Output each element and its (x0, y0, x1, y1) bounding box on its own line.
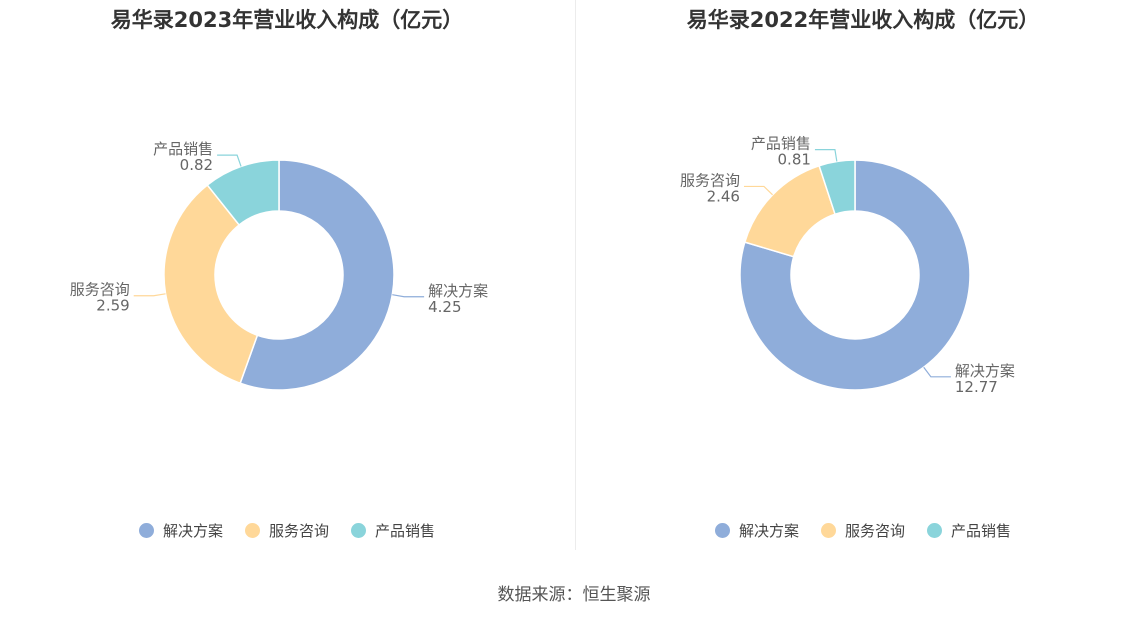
label-leader-line (217, 154, 242, 167)
slice-label-name: 解决方案 (428, 282, 488, 300)
slice-label-value: 12.77 (955, 378, 998, 396)
legend-swatch (714, 523, 730, 538)
legend-item-product-sales[interactable]: 产品销售 (351, 520, 435, 541)
chart-title: 易华录2022年营业收入构成（亿元） (686, 8, 1040, 32)
label-leader-line (392, 294, 425, 298)
legend-item-consulting[interactable]: 服务咨询 (820, 520, 905, 541)
legend-item-solution[interactable]: 解决方案 (138, 520, 223, 541)
chart-title: 易华录2023年营业收入构成（亿元） (110, 8, 464, 32)
legend-item-product-sales[interactable]: 产品销售 (927, 520, 1011, 541)
pie-slice-consulting[interactable] (163, 183, 259, 385)
slice-label-name: 服务咨询 (70, 281, 130, 299)
label-leader-line (814, 148, 838, 162)
legend-swatch (820, 523, 836, 538)
label-leader-line (133, 293, 166, 297)
legend: 解决方案 服务咨询 产品销售 (576, 520, 1148, 541)
slice-label-name: 产品销售 (751, 135, 811, 153)
slice-label-value: 2.59 (96, 297, 129, 315)
chart-panel-2022: 易华录2022年营业收入构成（亿元） 解决方案 12.77 服务咨询 2.46 产品销售… (576, 0, 1148, 560)
pie-slice-solution[interactable] (239, 159, 395, 391)
legend-swatch (138, 523, 154, 538)
chart-panel-2023: 易华录2023年营业收入构成（亿元） 解决方案 4.25 服务咨询 2.59 产品销售 0… (0, 0, 574, 560)
label-leader-line (923, 366, 951, 378)
slice-label-value: 4.25 (428, 298, 461, 316)
legend: 解决方案 服务咨询 产品销售 (0, 520, 574, 541)
legend-swatch (927, 523, 942, 538)
legend-label: 服务咨询 (268, 522, 329, 540)
panel-divider (575, 0, 576, 550)
pie-slice-consulting[interactable] (743, 164, 836, 258)
slice-label-value: 2.46 (707, 187, 740, 205)
pie-slice-product-sales[interactable] (818, 159, 856, 216)
slice-label-value: 0.82 (180, 156, 213, 174)
slice-label-value: 0.81 (778, 151, 811, 169)
legend-swatch (244, 523, 260, 538)
legend-label: 产品销售 (951, 522, 1012, 540)
data-source: 数据来源：恒生聚源 (497, 585, 651, 605)
label-leader-line (743, 185, 773, 196)
legend-label: 解决方案 (738, 522, 799, 540)
legend-label: 产品销售 (375, 522, 436, 540)
legend-label: 服务咨询 (844, 522, 905, 540)
slice-label-name: 产品销售 (153, 140, 213, 158)
legend-swatch (351, 523, 366, 538)
pie-slice-product-sales[interactable] (206, 159, 280, 226)
legend-item-solution[interactable]: 解决方案 (714, 520, 799, 541)
legend-label: 解决方案 (162, 522, 223, 540)
legend-item-consulting[interactable]: 服务咨询 (244, 520, 329, 541)
pie-slice-solution[interactable] (739, 159, 971, 391)
slice-label-name: 解决方案 (955, 362, 1015, 380)
slice-label-name: 服务咨询 (680, 171, 740, 189)
